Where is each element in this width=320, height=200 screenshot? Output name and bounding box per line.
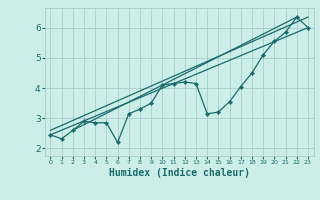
X-axis label: Humidex (Indice chaleur): Humidex (Indice chaleur) — [109, 168, 250, 178]
